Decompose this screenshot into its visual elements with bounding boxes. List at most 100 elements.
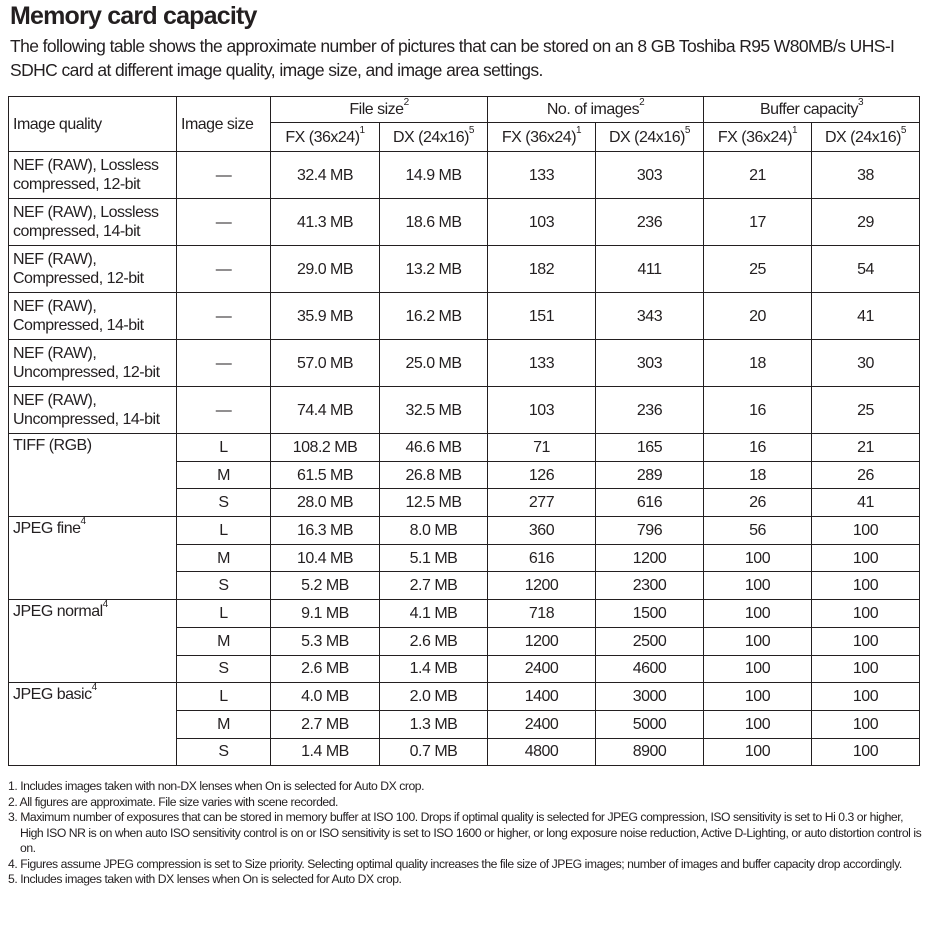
footnote: 3. Maximum number of exposures that can … (8, 810, 922, 855)
image-size-cell: M (176, 543, 271, 573)
table-row: M 5.3 MB 2.6 MB 1200 2500 100 100 (9, 626, 920, 656)
image-quality-cell: JPEG fine4 (8, 516, 177, 601)
fx-buffer-cell: 56 (703, 516, 812, 545)
fx-file-size-cell: 108.2 MB (270, 433, 380, 462)
fx-file-size-cell: 74.4 MB (270, 386, 380, 434)
fx-file-size-cell: 41.3 MB (270, 198, 380, 246)
fx-buffer-cell: 100 (703, 737, 812, 767)
fx-buffer-cell: 26 (703, 488, 812, 518)
table-row: NEF (RAW), Uncompressed, 12-bit —57.0 MB 2… (8, 339, 920, 387)
dx-file-size-cell: 12.5 MB (379, 488, 488, 518)
header-dx: DX (24x16)5 (379, 122, 488, 152)
image-size-cell: S (176, 654, 271, 684)
table-row: M 61.5 MB 26.8 MB 126 289 18 26 (9, 460, 920, 490)
fx-file-size-cell: 29.0 MB (270, 245, 380, 293)
fx-buffer-cell: 17 (703, 198, 812, 246)
dx-file-size-cell: 2.6 MB (379, 626, 488, 656)
image-size-cell: — (176, 292, 271, 340)
fx-file-size-cell: 2.7 MB (270, 709, 380, 739)
dx-buffer-cell: 100 (811, 543, 920, 573)
fx-no-images-cell: 151 (487, 292, 596, 340)
table-row: S 2.6 MB 1.4 MB 2400 4600 100 100 (9, 654, 920, 684)
fx-no-images-cell: 616 (487, 543, 596, 573)
fx-buffer-cell: 20 (703, 292, 812, 340)
fx-file-size-cell: 57.0 MB (270, 339, 380, 387)
dx-no-images-cell: 616 (595, 488, 704, 518)
fx-no-images-cell: 360 (487, 516, 596, 545)
fx-no-images-cell: 1400 (487, 682, 596, 711)
page-title: Memory card capacity (10, 2, 257, 30)
header-fx: FX (36x24)1 (270, 122, 380, 152)
table-row: NEF (RAW), Lossless compressed, 14-bit —4… (8, 198, 920, 246)
image-quality-cell: NEF (RAW), Uncompressed, 12-bit (8, 339, 177, 387)
image-size-cell: L (176, 516, 271, 545)
dx-buffer-cell: 100 (811, 516, 920, 545)
dx-buffer-cell: 100 (811, 709, 920, 739)
dx-buffer-cell: 100 (811, 571, 920, 601)
fx-file-size-cell: 5.2 MB (270, 571, 380, 601)
fx-no-images-cell: 133 (487, 339, 596, 387)
image-quality-cell: NEF (RAW), Lossless compressed, 14-bit (8, 198, 177, 246)
dx-no-images-cell: 289 (595, 460, 704, 490)
fx-no-images-cell: 1200 (487, 626, 596, 656)
fx-buffer-cell: 25 (703, 245, 812, 293)
dx-no-images-cell: 2300 (595, 571, 704, 601)
fx-no-images-cell: 4800 (487, 737, 596, 767)
image-quality-cell: NEF (RAW), Lossless compressed, 12-bit (8, 151, 177, 199)
image-quality-cell: JPEG basic4 (8, 682, 177, 767)
fx-buffer-cell: 100 (703, 654, 812, 684)
fx-no-images-cell: 182 (487, 245, 596, 293)
fx-no-images-cell: 1200 (487, 571, 596, 601)
header-fx: FX (36x24)1 (703, 122, 812, 152)
header-dx: DX (24x16)5 (811, 122, 920, 152)
image-quality-cell: TIFF (RGB) (8, 432, 177, 518)
table-row: S 1.4 MB 0.7 MB 4800 8900 100 100 (9, 737, 920, 767)
fx-file-size-cell: 16.3 MB (270, 516, 380, 545)
dx-buffer-cell: 41 (811, 488, 920, 518)
table-row: NEF (RAW), Lossless compressed, 12-bit —3… (8, 151, 920, 199)
image-size-cell: — (176, 198, 271, 246)
dx-buffer-cell: 100 (811, 737, 920, 767)
table-row: TIFF (RGB) L 108.2 MB 46.6 MB 71 165 16 21 (8, 432, 920, 518)
header-image-quality: Image quality (8, 96, 177, 152)
fx-no-images-cell: 71 (487, 433, 596, 462)
dx-buffer-cell: 26 (811, 460, 920, 490)
fx-no-images-cell: 2400 (487, 709, 596, 739)
table-row: JPEG fine4 L 16.3 MB 8.0 MB 360 796 56 100 (8, 516, 920, 601)
fx-buffer-cell: 18 (703, 460, 812, 490)
fx-no-images-cell: 2400 (487, 654, 596, 684)
image-size-cell: S (176, 571, 271, 601)
table-row: NEF (RAW), Compressed, 14-bit —35.9 MB 16.… (8, 292, 920, 340)
header-image-size: Image size (176, 96, 271, 152)
dx-no-images-cell: 1500 (595, 599, 704, 628)
header-file-size: File size2 (270, 96, 488, 123)
dx-file-size-cell: 8.0 MB (379, 516, 488, 545)
dx-file-size-cell: 46.6 MB (379, 433, 488, 462)
image-quality-cell: NEF (RAW), Compressed, 12-bit (8, 245, 177, 293)
table-row: JPEG basic4 L 4.0 MB 2.0 MB 1400 3000 100 100 (8, 682, 920, 767)
fx-no-images-cell: 103 (487, 198, 596, 246)
dx-no-images-cell: 1200 (595, 543, 704, 573)
fx-file-size-cell: 9.1 MB (270, 599, 380, 628)
fx-no-images-cell: 718 (487, 599, 596, 628)
fx-file-size-cell: 28.0 MB (270, 488, 380, 518)
dx-buffer-cell: 100 (811, 682, 920, 711)
fx-buffer-cell: 100 (703, 682, 812, 711)
image-size-cell: — (176, 245, 271, 293)
dx-no-images-cell: 3000 (595, 682, 704, 711)
image-size-cell: — (176, 151, 271, 199)
footnote: 2. All figures are approximate. File siz… (8, 794, 338, 809)
fx-no-images-cell: 133 (487, 151, 596, 199)
table-row: S 28.0 MB 12.5 MB 277 616 26 41 (9, 488, 920, 518)
dx-no-images-cell: 2500 (595, 626, 704, 656)
table-row: NEF (RAW), Uncompressed, 14-bit —74.4 MB 3… (8, 386, 920, 434)
table-row: JPEG normal4 L 9.1 MB 4.1 MB 718 1500 100 100 (8, 599, 920, 684)
fx-file-size-cell: 4.0 MB (270, 682, 380, 711)
fx-file-size-cell: 32.4 MB (270, 151, 380, 199)
dx-file-size-cell: 14.9 MB (379, 151, 488, 199)
dx-file-size-cell: 25.0 MB (379, 339, 488, 387)
dx-file-size-cell: 16.2 MB (379, 292, 488, 340)
dx-no-images-cell: 8900 (595, 737, 704, 767)
fx-buffer-cell: 100 (703, 571, 812, 601)
dx-no-images-cell: 796 (595, 516, 704, 545)
